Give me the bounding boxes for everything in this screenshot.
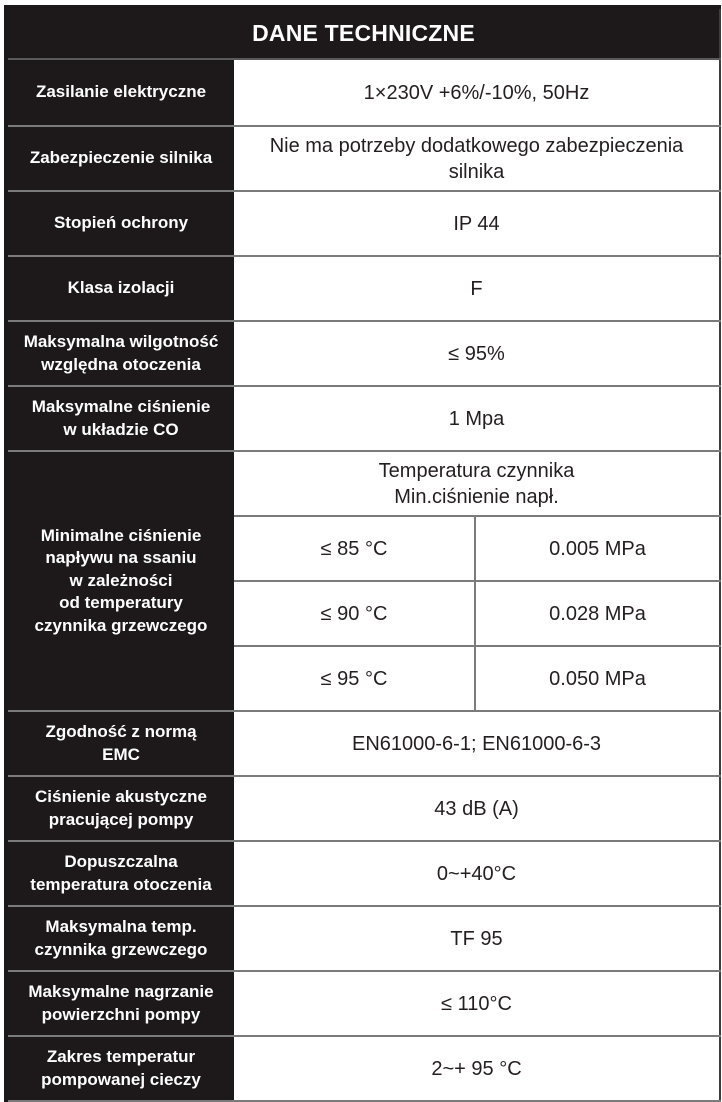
pressure-temp-cell: ≤ 90 °C xyxy=(234,581,476,647)
table-row: Minimalne ciśnienie napływu na ssaniu w … xyxy=(6,451,721,712)
table-row: Zgodność z normą EMC EN61000-6-1; EN6100… xyxy=(6,711,721,777)
table-row: Maksymalna temp. czynnika grzewczego TF … xyxy=(6,906,721,972)
row-value-acoustic-pressure: 43 dB (A) xyxy=(234,776,721,842)
row-label-max-medium-temp: Maksymalna temp. czynnika grzewczego xyxy=(6,906,234,972)
row-label-protection-class: Stopień ochrony xyxy=(6,191,234,257)
row-label-ambient-temperature: Dopuszczalna temperatura otoczenia xyxy=(6,841,234,907)
row-value-pumped-liquid-temp-range: 2~+ 95 °C xyxy=(234,1036,721,1102)
pressure-subtable-header: Temperatura czynnika Min.ciśnienie napł. xyxy=(234,451,721,517)
table-row: Zabezpieczenie silnika Nie ma potrzeby d… xyxy=(6,126,721,192)
technical-data-table: DANE TECHNICZNE Zasilanie elektryczne 1×… xyxy=(4,5,722,1102)
row-value-power-supply: 1×230V +6%/-10%, 50Hz xyxy=(234,59,721,127)
table-row: Stopień ochrony IP 44 xyxy=(6,191,721,257)
row-label-acoustic-pressure: Ciśnienie akustyczne pracującej pompy xyxy=(6,776,234,842)
table-row: Maksymalne ciśnienie w układzie CO 1 Mpa xyxy=(6,386,721,452)
row-label-motor-protection: Zabezpieczenie silnika xyxy=(6,126,234,192)
table-row: Ciśnienie akustyczne pracującej pompy 43… xyxy=(6,776,721,842)
row-label-emc-standard: Zgodność z normą EMC xyxy=(6,711,234,777)
row-value-max-surface-heating: ≤ 110°C xyxy=(234,971,721,1037)
table-title: DANE TECHNICZNE xyxy=(6,7,721,60)
table-row: Klasa izolacji F xyxy=(6,256,721,322)
row-label-insulation-class: Klasa izolacji xyxy=(6,256,234,322)
row-label-max-pressure-co: Maksymalne ciśnienie w układzie CO xyxy=(6,386,234,452)
row-label-max-humidity: Maksymalna wilgotność względna otoczenia xyxy=(6,321,234,387)
pressure-value-cell: 0.005 MPa xyxy=(475,516,721,582)
table-row: Maksymalna wilgotność względna otoczenia… xyxy=(6,321,721,387)
row-label-min-inlet-pressure: Minimalne ciśnienie napływu na ssaniu w … xyxy=(6,451,234,712)
pressure-value-cell: 0.028 MPa xyxy=(475,581,721,647)
pressure-subtable-row: ≤ 85 °C 0.005 MPa xyxy=(6,516,721,582)
row-value-insulation-class: F xyxy=(234,256,721,322)
row-value-max-humidity: ≤ 95% xyxy=(234,321,721,387)
table-row: Maksymalne nagrzanie powierzchni pompy ≤… xyxy=(6,971,721,1037)
row-label-power-supply: Zasilanie elektryczne xyxy=(6,59,234,127)
row-value-max-pressure-co: 1 Mpa xyxy=(234,386,721,452)
table-row: Zasilanie elektryczne 1×230V +6%/-10%, 5… xyxy=(6,59,721,127)
pressure-temp-cell: ≤ 85 °C xyxy=(234,516,476,582)
pressure-temp-cell: ≤ 95 °C xyxy=(234,646,476,712)
pressure-subtable-row: ≤ 95 °C 0.050 MPa xyxy=(6,646,721,712)
row-value-motor-protection: Nie ma potrzeby dodatkowego zabezpieczen… xyxy=(234,126,721,192)
row-value-ambient-temperature: 0~+40°C xyxy=(234,841,721,907)
row-label-max-surface-heating: Maksymalne nagrzanie powierzchni pompy xyxy=(6,971,234,1037)
row-value-emc-standard: EN61000-6-1; EN61000-6-3 xyxy=(234,711,721,777)
row-label-pumped-liquid-temp-range: Zakres temperatur pompowanej cieczy xyxy=(6,1036,234,1102)
row-value-protection-class: IP 44 xyxy=(234,191,721,257)
row-value-max-medium-temp: TF 95 xyxy=(234,906,721,972)
pressure-subtable-row: ≤ 90 °C 0.028 MPa xyxy=(6,581,721,647)
table-row: Zakres temperatur pompowanej cieczy 2~+ … xyxy=(6,1036,721,1102)
table-row: Dopuszczalna temperatura otoczenia 0~+40… xyxy=(6,841,721,907)
pressure-value-cell: 0.050 MPa xyxy=(475,646,721,712)
